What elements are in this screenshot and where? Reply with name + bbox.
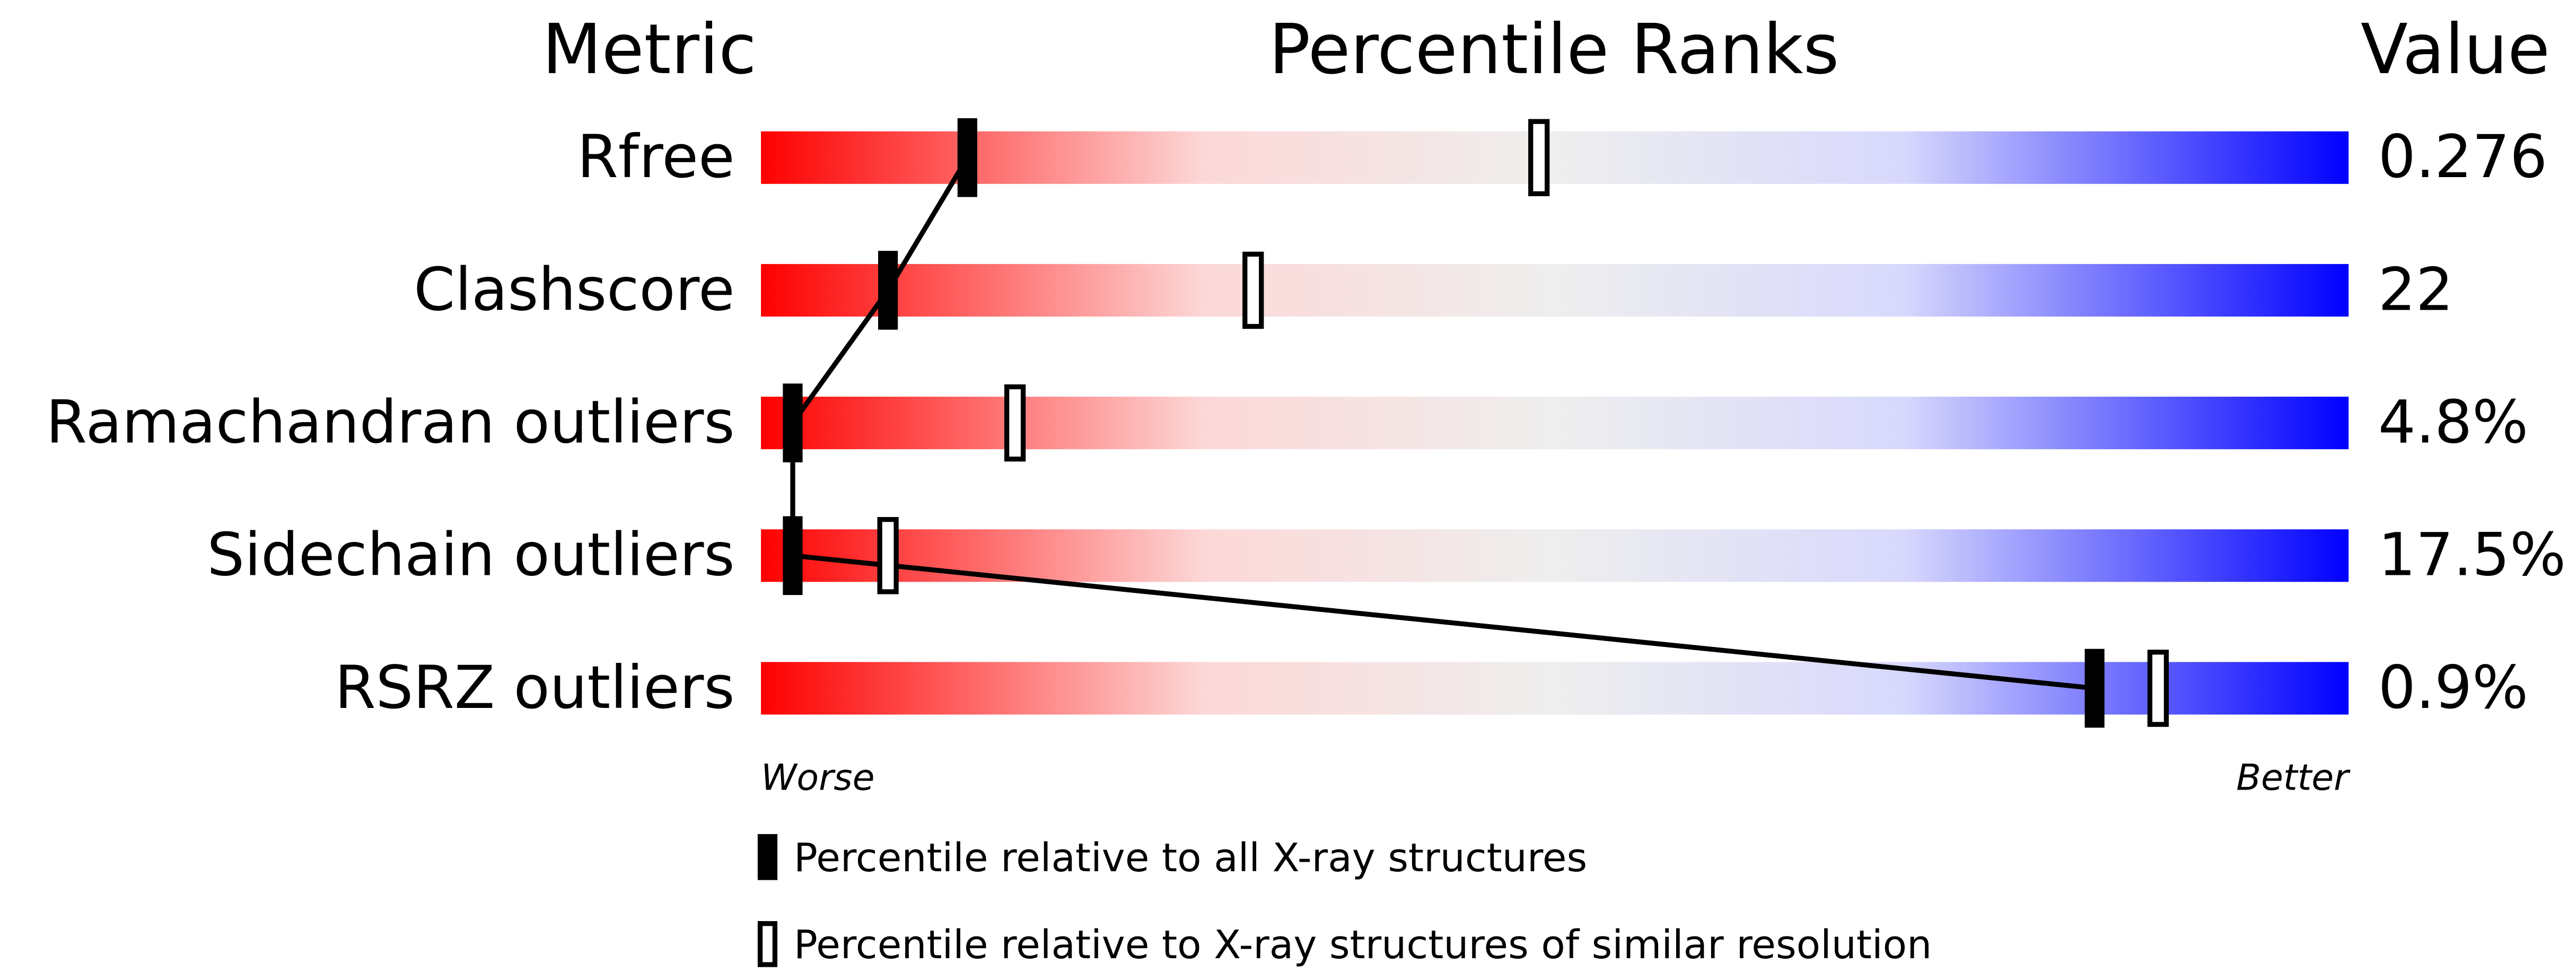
marker-all bbox=[2084, 649, 2105, 728]
marker-all bbox=[957, 118, 977, 197]
metric-label: Ramachandran outliers bbox=[46, 389, 735, 457]
marker-similar bbox=[1242, 251, 1264, 329]
marker-similar bbox=[1528, 119, 1550, 197]
percentile-bar bbox=[761, 662, 2349, 715]
marker-similar bbox=[1004, 384, 1026, 462]
value-label: 4.8% bbox=[2378, 389, 2528, 457]
value-label: 0.9% bbox=[2378, 654, 2528, 722]
percentile-bar bbox=[761, 264, 2349, 317]
marker-all bbox=[878, 251, 898, 330]
legend-swatch bbox=[757, 834, 778, 880]
header-metric: Metric bbox=[542, 9, 756, 90]
value-label: 0.276 bbox=[2378, 123, 2547, 191]
marker-all bbox=[783, 383, 803, 462]
metric-label: Sidechain outliers bbox=[207, 521, 734, 590]
percentile-bar bbox=[761, 529, 2349, 582]
legend-swatch bbox=[757, 921, 778, 967]
marker-similar bbox=[2147, 650, 2169, 727]
value-label: 22 bbox=[2378, 256, 2454, 324]
value-label: 17.5% bbox=[2378, 521, 2566, 590]
metric-label: RSRZ outliers bbox=[335, 654, 734, 722]
percentile-bar bbox=[761, 131, 2349, 184]
metric-label: Clashscore bbox=[414, 256, 734, 324]
metric-label: Rfree bbox=[577, 123, 734, 191]
legend-label: Percentile relative to all X-ray structu… bbox=[794, 835, 1587, 881]
marker-all bbox=[783, 516, 803, 596]
legend-label: Percentile relative to X-ray structures … bbox=[794, 922, 1932, 968]
percentile-bar bbox=[761, 397, 2349, 450]
header-value: Value bbox=[2361, 9, 2550, 90]
better-label: Better bbox=[2236, 757, 2351, 799]
marker-similar bbox=[877, 517, 899, 594]
worse-label: Worse bbox=[761, 757, 874, 799]
header-percentile: Percentile Ranks bbox=[1269, 9, 1839, 90]
